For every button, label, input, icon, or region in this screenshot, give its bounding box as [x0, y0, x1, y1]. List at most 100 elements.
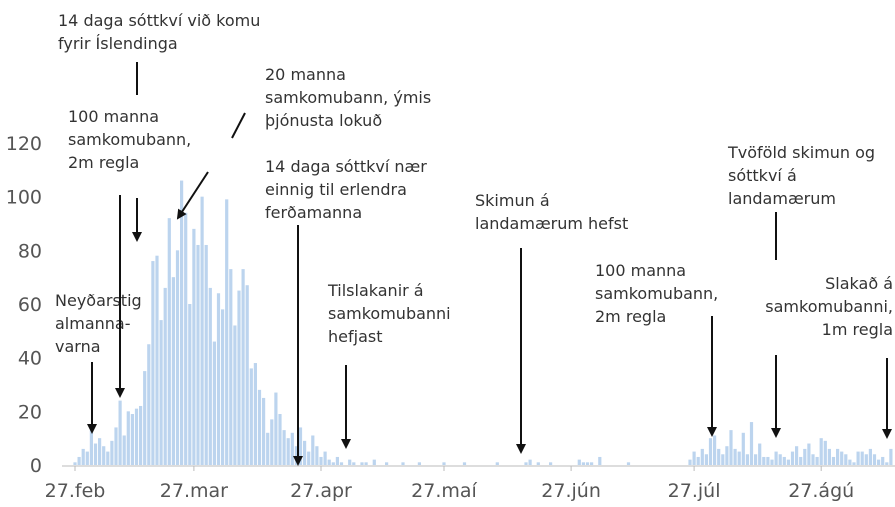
bar [737, 451, 741, 465]
bar [549, 462, 553, 465]
bar [745, 454, 749, 465]
x-tick-label: 27.jún [541, 480, 601, 502]
annotation: Tilslakanir á [327, 281, 424, 300]
bar [151, 261, 155, 465]
bar [852, 462, 856, 465]
annotation: samkomubann, [68, 130, 191, 149]
annotation: 14 daga sóttkví nær [265, 157, 427, 176]
bar [278, 414, 282, 465]
bar [262, 397, 266, 465]
bar [819, 438, 823, 465]
bar [364, 462, 368, 465]
bar [241, 269, 245, 465]
bar [221, 309, 225, 465]
bar [692, 451, 696, 465]
bar [733, 448, 737, 465]
bar [216, 293, 221, 465]
bar [163, 287, 167, 465]
annotation: ferðamanna [265, 203, 362, 222]
bar [180, 180, 184, 466]
annotation: Tvöföld skimun og [727, 143, 875, 162]
bar [73, 462, 77, 465]
bar [114, 427, 118, 465]
arrows [87, 62, 892, 466]
bar [245, 285, 249, 465]
bar [844, 454, 848, 465]
annotation: samkomubanni, [765, 297, 893, 316]
bar [126, 411, 130, 465]
y-tick-label: 60 [18, 294, 42, 316]
bar [590, 462, 594, 465]
bar [741, 432, 745, 465]
bar [815, 456, 819, 465]
bar [282, 430, 286, 465]
bar [257, 389, 262, 465]
bar [225, 199, 229, 465]
annotation: fyrir Íslendinga [58, 34, 178, 53]
bar [102, 446, 106, 465]
bar [585, 462, 590, 465]
bar [311, 435, 315, 465]
bar [807, 443, 811, 465]
bar [803, 448, 807, 465]
bar [175, 250, 180, 465]
bar [196, 244, 200, 465]
bar [889, 448, 893, 465]
bar [848, 459, 852, 465]
bar [836, 448, 840, 465]
bar [795, 446, 799, 465]
bar [729, 430, 733, 465]
bar [212, 341, 216, 465]
annotation: 100 manna [68, 107, 159, 126]
bar [713, 435, 717, 465]
annotation: 2m regla [595, 307, 666, 326]
bar [339, 462, 344, 465]
bar [303, 440, 307, 465]
bar [167, 218, 171, 465]
bar [81, 448, 85, 465]
bar [208, 287, 212, 465]
bar [536, 462, 540, 465]
bar [171, 277, 175, 465]
bar [823, 440, 827, 465]
bar [298, 427, 303, 465]
y-tick-label: 80 [18, 240, 42, 262]
bar [626, 462, 631, 465]
annotation: einnig til erlendra [265, 180, 407, 199]
bar [462, 462, 467, 465]
bar [106, 451, 110, 465]
x-tick-label: 27.mar [160, 480, 228, 502]
bar [868, 448, 872, 465]
annotation: 14 daga sóttkví við komu [58, 11, 260, 30]
bar [315, 446, 319, 465]
bar [700, 448, 704, 465]
bar [233, 325, 237, 465]
bar [401, 462, 405, 465]
bar [864, 454, 868, 465]
bar [147, 344, 151, 465]
bar [155, 255, 159, 465]
bar [856, 451, 860, 465]
bar [831, 456, 836, 465]
bar [766, 456, 770, 465]
bar [204, 244, 208, 465]
annotation: þjónusta lokuð [265, 111, 382, 130]
bar [270, 419, 274, 465]
annotation: samkomubanni [328, 304, 451, 323]
bar [335, 456, 339, 465]
bar [360, 462, 364, 465]
annotation: samkomubann, ýmis [265, 88, 431, 107]
bar [840, 451, 844, 465]
bar [770, 459, 774, 465]
bar [385, 462, 389, 465]
y-tick-label: 100 [6, 187, 42, 209]
annotation: hefjast [328, 327, 382, 346]
bar [877, 459, 881, 465]
bar [286, 438, 290, 465]
bar [881, 456, 885, 465]
annotation: 2m regla [68, 153, 139, 172]
bar [85, 451, 89, 465]
bar [266, 432, 270, 465]
bar [274, 392, 278, 465]
